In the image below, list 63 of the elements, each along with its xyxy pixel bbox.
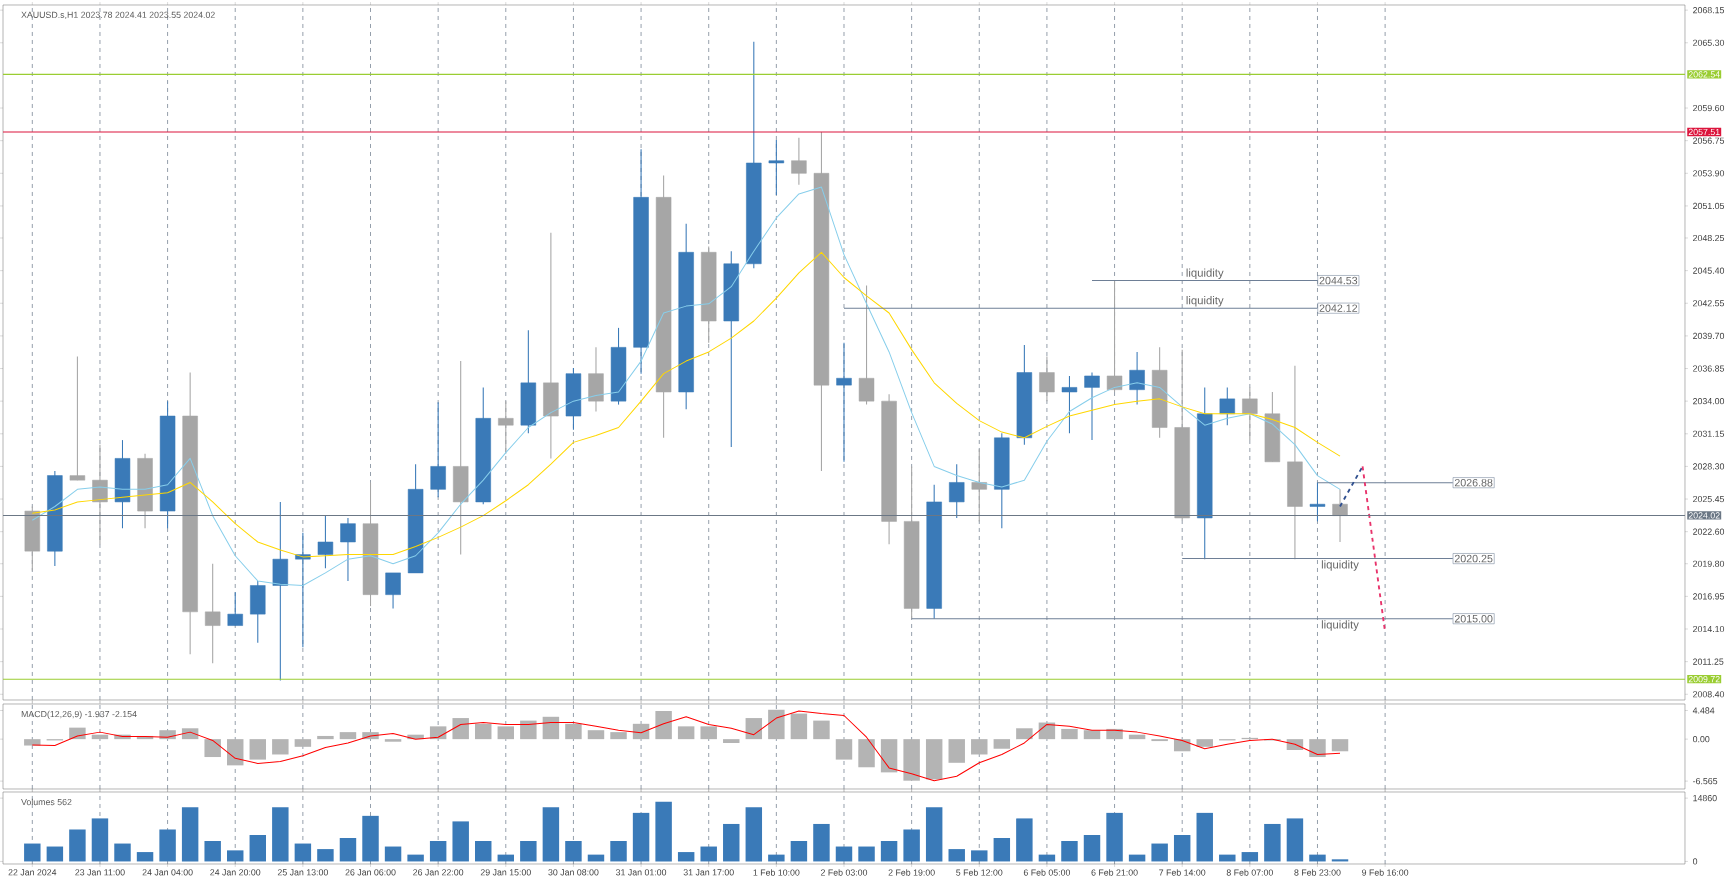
y-tick-label: 2059.60	[1693, 104, 1725, 112]
x-tick-label: 8 Feb 07:00	[1226, 869, 1273, 876]
x-tick-label: 5 Feb 12:00	[956, 869, 1003, 876]
x-tick-label: 24 Jan 20:00	[210, 869, 261, 876]
data-label: 2042.12	[1319, 304, 1358, 312]
data-label: 2026.88	[1454, 478, 1493, 487]
y-tick-label: 2008.40	[1693, 691, 1725, 698]
x-tick-label: 7 Feb 14:00	[1159, 869, 1206, 876]
series-label: liquidity	[1186, 268, 1224, 279]
text: Volumes 562	[21, 798, 72, 806]
x-tick-label: 26 Jan 06:00	[345, 869, 396, 876]
x-tick-label: 25 Jan 13:00	[277, 869, 328, 876]
x-tick-label: 6 Feb 05:00	[1023, 869, 1071, 876]
y-tick-label: 2053.90	[1693, 170, 1725, 177]
x-tick-label: 2 Feb 03:00	[820, 869, 868, 876]
series-label: liquidity	[1186, 296, 1224, 307]
y-tick-label: 4.484	[1692, 707, 1715, 714]
x-tick-label: 9 Feb 16:00	[1362, 869, 1409, 876]
series-label: liquidity	[1321, 620, 1359, 631]
y-tick-label: 2048.25	[1693, 234, 1725, 242]
ref-line-label: 2062.54	[1688, 71, 1720, 78]
series-label: liquidity	[1321, 560, 1359, 571]
x-tick-label: 24 Jan 04:00	[142, 869, 193, 876]
y-tick-label: 2022.60	[1693, 528, 1725, 535]
x-tick-label: 6 Feb 21:00	[1091, 869, 1138, 876]
y-tick-label: 2028.30	[1693, 463, 1725, 470]
y-tick-label: 2068.15	[1693, 7, 1725, 14]
y-tick-label: 2045.40	[1693, 267, 1725, 274]
x-tick-label: 23 Jan 11:00	[75, 869, 125, 876]
y-tick-label: 2014.10	[1693, 625, 1725, 633]
data-label: 2020.25	[1454, 554, 1493, 563]
x-tick-label: 29 Jan 15:00	[480, 869, 531, 876]
x-tick-label: 30 Jan 08:00	[548, 869, 599, 876]
x-tick-label: 26 Jan 22:00	[413, 869, 464, 876]
x-tick-label: 31 Jan 17:00	[683, 869, 734, 876]
y-tick-label: 2056.75	[1693, 137, 1725, 144]
y-tick-label: 2011.25	[1693, 658, 1724, 665]
y-tick-label: 2016.95	[1693, 593, 1725, 600]
ref-line-label: 2024.02	[1688, 512, 1720, 519]
y-tick-label: 0.00	[1692, 736, 1710, 743]
y-tick-label: 2051.05	[1693, 202, 1725, 210]
data-label: 2015.00	[1454, 614, 1493, 623]
y-tick-label: 2034.00	[1693, 398, 1725, 405]
data-label: 2044.53	[1319, 276, 1358, 285]
y-tick-label: 2039.70	[1693, 332, 1725, 340]
text: XAUUSD.s,H1 2023.78 2024.41 2023.55 2024.02	[21, 11, 215, 19]
x-tick-label: 31 Jan 01:00	[615, 869, 667, 876]
y-tick-label: 2025.45	[1693, 495, 1725, 503]
y-tick-label: -6.565	[1693, 777, 1718, 785]
ref-line-label: 2009.72	[1688, 676, 1720, 683]
x-tick-label: 2 Feb 19:00	[888, 869, 935, 876]
y-tick-label: 2042.55	[1693, 300, 1725, 307]
y-tick-label: 0	[1692, 858, 1698, 865]
y-tick-label: 2019.80	[1693, 560, 1725, 567]
x-tick-label: 1 Feb 10:00	[753, 869, 800, 876]
text: MACD(12,26,9) -1.937 -2.154	[21, 710, 137, 719]
ref-line-label: 2057.51	[1688, 128, 1720, 136]
x-tick-label: 22 Jan 2024	[8, 869, 57, 876]
y-tick-label: 2036.85	[1693, 365, 1725, 372]
y-tick-label: 2065.30	[1693, 39, 1725, 46]
y-tick-label: 14860	[1693, 795, 1717, 802]
x-tick-label: 8 Feb 23:00	[1294, 869, 1341, 876]
y-tick-label: 2031.15	[1693, 430, 1725, 437]
